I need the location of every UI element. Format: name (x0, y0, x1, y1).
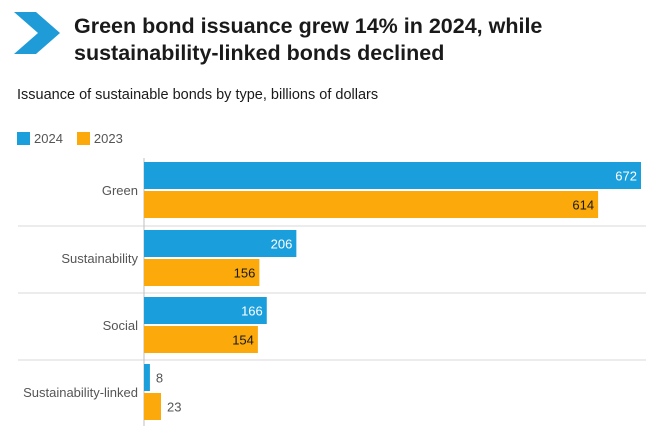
category-label-sustainability: Sustainability (61, 251, 138, 266)
category-label-social: Social (103, 318, 139, 333)
bar-sustainability-2024 (144, 230, 297, 257)
bar-social-2023 (144, 326, 258, 353)
title-line-1: Green bond issuance grew 14% in 2024, wh… (74, 14, 543, 38)
page-title: Green bond issuance grew 14% in 2024, wh… (74, 13, 654, 67)
chart-subtitle: Issuance of sustainable bonds by type, b… (17, 87, 379, 103)
bar-sustainability-2023 (144, 259, 260, 286)
legend-label-2024: 2024 (34, 131, 63, 146)
data-label-social-2023: 154 (232, 333, 254, 348)
bar-green-2024 (144, 162, 641, 189)
data-label-social-2024: 166 (241, 304, 263, 319)
legend-item-2023: 2023 (76, 131, 123, 146)
category-label-sustainability-linked: Sustainability-linked (23, 385, 138, 400)
data-label-sustainability-linked-2023: 23 (167, 400, 181, 415)
data-label-sustainability-linked-2024: 8 (156, 371, 163, 386)
data-label-green-2023: 614 (572, 198, 594, 213)
legend-item-2024: 2024 (17, 131, 63, 146)
chevron-right-icon (14, 12, 60, 54)
chart-legend: 2024 2023 (17, 131, 137, 146)
data-label-sustainability-2024: 206 (271, 237, 293, 252)
category-label-green: Green (102, 183, 138, 198)
title-line-2: sustainability-linked bonds declined (74, 41, 445, 65)
bar-sustainability-linked-2024 (144, 364, 150, 391)
legend-swatch-2024 (17, 132, 30, 145)
data-label-sustainability-2023: 156 (234, 266, 256, 281)
legend-label-2023: 2023 (93, 131, 123, 146)
bar-green-2023 (144, 191, 599, 218)
bar-sustainability-linked-2023 (144, 393, 162, 420)
legend-swatch-2023 (76, 132, 90, 145)
data-label-green-2024: 672 (615, 169, 637, 184)
bar-social-2024 (144, 297, 267, 324)
